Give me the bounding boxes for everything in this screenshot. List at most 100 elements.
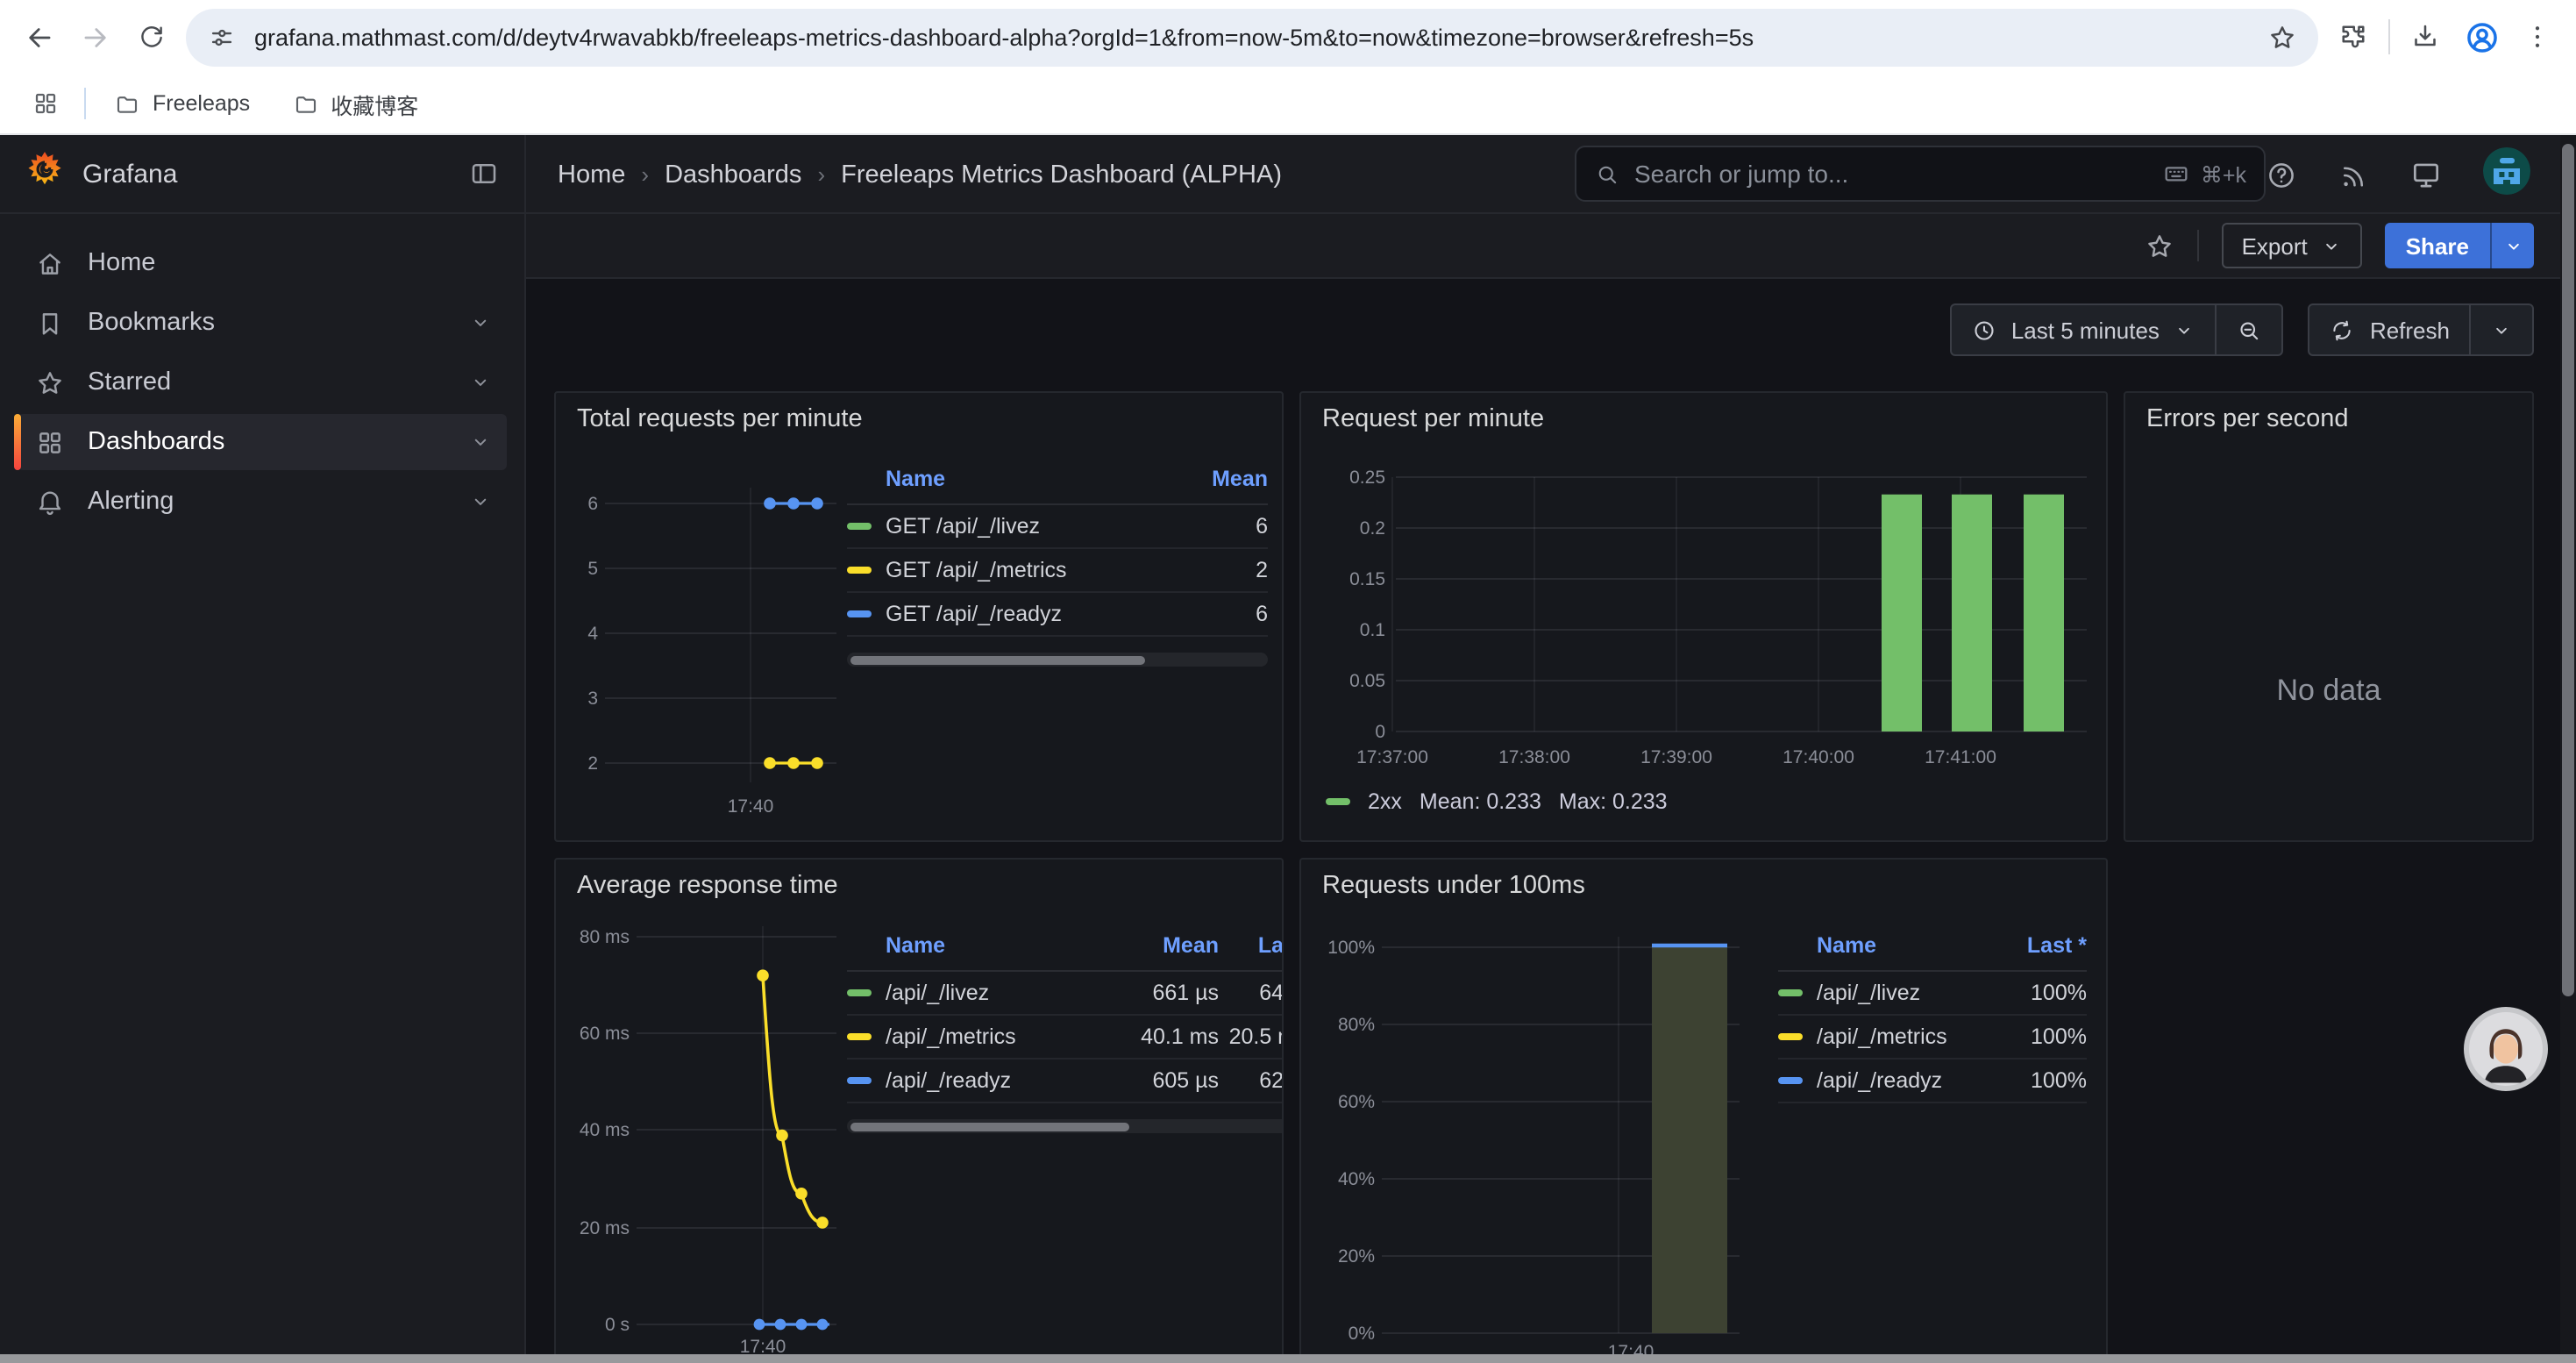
downloads-icon[interactable] — [2404, 16, 2446, 58]
refresh-button[interactable]: Refresh — [2308, 303, 2471, 356]
bar[interactable] — [1882, 494, 1922, 731]
apps-grid-icon[interactable] — [25, 82, 67, 125]
favorite-star-icon[interactable] — [2145, 231, 2175, 260]
kiosk-monitor-icon[interactable] — [2409, 158, 2443, 191]
news-rss-icon[interactable] — [2338, 159, 2369, 190]
legend-row[interactable]: /api/_/livez 661 µs 646 — [847, 972, 1282, 1016]
url-text[interactable]: grafana.mathmast.com/d/deytv4rwavabkb/fr… — [254, 24, 1754, 50]
time-range-button[interactable]: Last 5 minutes — [1949, 303, 2217, 356]
breadcrumb-item[interactable]: Home — [558, 161, 626, 189]
profile-avatar[interactable] — [2460, 16, 2502, 58]
area-fill[interactable] — [1652, 947, 1727, 1333]
series-name: /api/_/livez — [1817, 981, 1921, 1005]
legend-row[interactable]: /api/_/readyz 605 µs 620 — [847, 1060, 1284, 1103]
panel-title[interactable]: Total requests per minute — [577, 405, 863, 433]
chevron-down-icon[interactable] — [468, 489, 493, 514]
search-input[interactable]: Search or jump to... ⌘+k — [1575, 146, 2266, 202]
bar[interactable] — [2024, 494, 2064, 731]
legend-scrollbar-thumb[interactable] — [850, 1122, 1129, 1131]
site-settings-icon[interactable] — [207, 22, 237, 52]
share-dropdown-button[interactable] — [2490, 223, 2534, 268]
legend-row[interactable]: GET /api/_/readyz 6 — [847, 593, 1268, 637]
series-name: GET /api/_/metrics — [886, 558, 1067, 582]
panel-title[interactable]: Errors per second — [2146, 405, 2349, 433]
chevron-down-icon[interactable] — [468, 370, 493, 395]
legend-row[interactable]: /api/_/metrics 40.1 ms 20.5 m — [847, 1016, 1282, 1060]
bookmark-star-icon[interactable] — [2267, 22, 2297, 52]
series-mean: 661 µs — [1152, 981, 1219, 1005]
panel-title[interactable]: Average response time — [577, 872, 838, 900]
bookmarks-bar: Freeleaps 收藏博客 — [0, 74, 2576, 135]
scrollbar-horizontal[interactable] — [0, 1354, 2576, 1363]
refresh-interval-button[interactable] — [2471, 303, 2534, 356]
grafana-header: Home › Dashboards › Freeleaps Metrics Dashbo… — [526, 135, 2576, 214]
panel-total-requests-per-minute: Total requests per minute 6 5 4 3 2 17:40 Name M… — [554, 391, 1284, 842]
export-button[interactable]: Export — [2222, 223, 2362, 268]
chart-plot[interactable]: 0.25 0.2 0.15 0.1 0.05 0 17:37:00 17:38:00 17:39… — [1305, 446, 2104, 807]
scrollbar-thumb[interactable] — [2562, 144, 2574, 996]
zoom-out-button[interactable] — [2217, 303, 2284, 356]
bookmark-label: Freeleaps — [153, 91, 251, 116]
legend-row[interactable]: /api/_/livez 100% — [1778, 972, 2087, 1016]
series-color-pill — [1778, 1077, 1803, 1084]
sidebar-item-starred[interactable]: Starred — [18, 354, 507, 410]
series-last: 620 — [1259, 1068, 1284, 1093]
legend-row[interactable]: /api/_/readyz 100% — [1778, 1060, 2087, 1103]
folder-icon — [114, 90, 140, 117]
chart-plot[interactable]: 100%80%60%40%20%0%17:40 — [1305, 919, 1757, 1363]
panel-title[interactable]: Request per minute — [1322, 405, 1545, 433]
axis-tick-label: 17:40:00 — [1783, 747, 1854, 767]
user-avatar[interactable] — [2483, 146, 2530, 203]
share-button[interactable]: Share — [2384, 223, 2490, 268]
sidebar-item-bookmarks[interactable]: Bookmarks — [18, 295, 507, 351]
legend-row[interactable]: /api/_/metrics 100% — [1778, 1016, 2087, 1060]
chevron-down-icon[interactable] — [468, 430, 493, 454]
bar[interactable] — [1952, 494, 1992, 731]
brand-name[interactable]: Grafana — [82, 159, 178, 189]
series-mean: 2 — [1256, 558, 1268, 582]
chevron-down-icon[interactable] — [468, 310, 493, 335]
legend-scrollbar — [847, 653, 1268, 667]
legend-row[interactable]: GET /api/_/livez 6 — [847, 505, 1268, 549]
dock-menu-icon[interactable] — [468, 158, 500, 189]
sidebar-item-home[interactable]: Home — [18, 235, 507, 291]
legend-header-col1: Mean — [1212, 467, 1268, 491]
sidebar-item-label: Alerting — [88, 488, 174, 516]
bookmark-item[interactable]: Freeleaps — [103, 82, 260, 125]
scrollbar-vertical — [2560, 135, 2576, 1354]
back-button[interactable] — [18, 16, 60, 58]
dashboard-controls: Export Share — [526, 214, 2576, 279]
browser-toolbar: grafana.mathmast.com/d/deytv4rwavabkb/fr… — [0, 0, 2576, 74]
axis-tick-label: 6 — [587, 494, 598, 514]
breadcrumb: Home › Dashboards › Freeleaps Metrics Dashbo… — [558, 135, 1282, 214]
help-icon[interactable] — [2266, 159, 2297, 190]
active-indicator — [14, 414, 21, 470]
extensions-icon[interactable] — [2332, 16, 2374, 58]
chart-plot[interactable]: 80 ms 60 ms 40 ms 20 ms 0 s 17:40 — [559, 919, 928, 1363]
floating-avatar-widget[interactable] — [2464, 1007, 2548, 1091]
panel-title[interactable]: Requests under 100ms — [1322, 872, 1585, 900]
chart-plot[interactable]: 6 5 4 3 2 17:40 — [559, 456, 928, 828]
search-placeholder: Search or jump to... — [1634, 160, 1849, 188]
sidebar-item-alerting[interactable]: Alerting — [18, 474, 507, 530]
legend-scrollbar-thumb[interactable] — [850, 655, 1145, 664]
sidebar-item-label: Bookmarks — [88, 309, 216, 337]
sidebar-menu: Home Bookmarks Starred Dashboards Alerting — [0, 214, 524, 530]
breadcrumb-item[interactable]: Dashboards — [665, 161, 802, 189]
reload-button[interactable] — [130, 16, 172, 58]
panel-legend[interactable]: 2xx Mean: 0.233 Max: 0.233 — [1326, 789, 1668, 814]
axis-tick-label: 80% — [1338, 1015, 1375, 1035]
time-toolbar: Last 5 minutes Refresh — [1949, 303, 2534, 356]
forward-button[interactable] — [74, 16, 116, 58]
series-mean: 6 — [1256, 514, 1268, 539]
browser-menu-icon[interactable] — [2516, 16, 2558, 58]
legend-row[interactable]: GET /api/_/metrics 2 — [847, 549, 1268, 593]
panel-legend: Name Mean Las/api/_/livez 661 µs 646/api/_/m… — [847, 930, 1284, 1133]
grafana-logo[interactable] — [25, 149, 65, 198]
breadcrumb-separator: › — [817, 161, 826, 188]
refresh-sync-icon — [2330, 317, 2356, 343]
sidebar-item-dashboards[interactable]: Dashboards — [14, 414, 507, 470]
bookmark-item[interactable]: 收藏博客 — [281, 82, 429, 125]
series-mean: 6 — [1256, 602, 1268, 626]
address-bar[interactable]: grafana.mathmast.com/d/deytv4rwavabkb/fr… — [186, 8, 2318, 66]
